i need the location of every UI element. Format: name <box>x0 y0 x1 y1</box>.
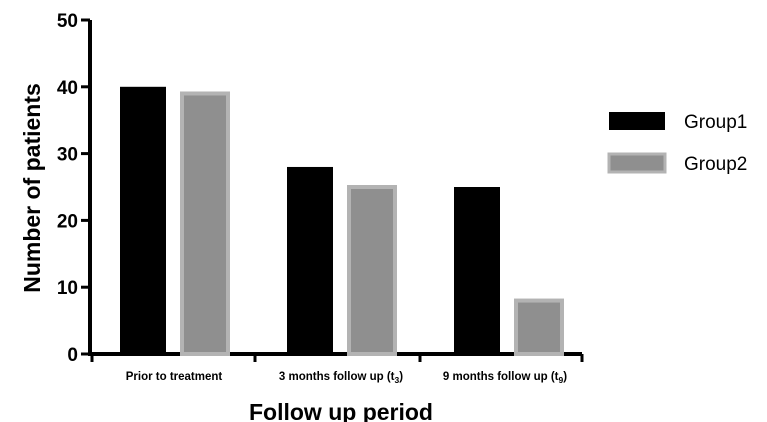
y-tick-label: 40 <box>57 78 78 99</box>
x-axis-category-labels: Prior to treatment 3 months follow up (t3… <box>90 354 584 385</box>
x-category-label: 3 months follow up (t3) <box>279 371 403 385</box>
bar-group1-2 <box>454 187 500 354</box>
legend-label-group2: Group2 <box>684 154 747 175</box>
y-axis-ticks: 0 10 20 30 40 50 <box>57 11 90 366</box>
bar-group1-0 <box>120 86 166 355</box>
bar-group1-1 <box>287 166 333 354</box>
bar-group2-0 <box>180 91 230 356</box>
y-axis-title: Number of patients <box>19 83 45 293</box>
bar-group2-2 <box>514 298 564 356</box>
legend-swatch-group1 <box>609 112 665 130</box>
bars <box>120 86 564 356</box>
legend: Group1 Group2 <box>607 112 747 175</box>
y-tick-label: 10 <box>57 278 78 299</box>
x-category-label: 9 months follow up (t9) <box>443 371 567 385</box>
x-axis-title: Follow up period <box>249 399 433 422</box>
y-tick-label: 30 <box>57 145 78 166</box>
y-tick-label: 50 <box>57 11 78 32</box>
legend-swatch-group2 <box>607 152 667 174</box>
legend-label-group1: Group1 <box>684 112 747 133</box>
x-category-label: Prior to treatment <box>126 371 223 383</box>
y-tick-label: 0 <box>67 345 78 366</box>
y-tick-label: 20 <box>57 211 78 232</box>
bar-group2-1 <box>347 185 397 356</box>
